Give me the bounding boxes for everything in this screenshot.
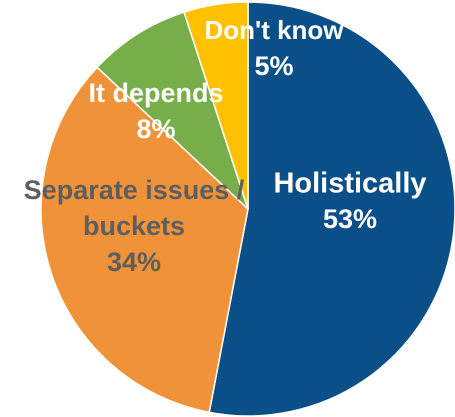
slice-value-label: 5%	[254, 51, 293, 81]
slice-label: It depends	[88, 78, 223, 108]
slice-label: Separate issues /	[24, 175, 245, 205]
slice-value-label: 8%	[136, 114, 175, 144]
pie-slice-holistically	[208, 1, 455, 417]
pie-slice-don-t-know	[183, 1, 249, 210]
slice-value-label: 53%	[323, 204, 377, 234]
pie-slice-it-depends	[96, 11, 249, 210]
slice-value-label: 34%	[107, 247, 161, 277]
pie-slices	[40, 1, 455, 417]
pie-slice-separate-issues-buckets	[40, 66, 249, 414]
slice-label: Don't know	[204, 15, 344, 45]
slice-label: Holistically	[273, 168, 426, 200]
slice-label: buckets	[83, 211, 185, 241]
pie-labels: Holistically 53% Separate issues / buckets 3…	[24, 15, 427, 277]
